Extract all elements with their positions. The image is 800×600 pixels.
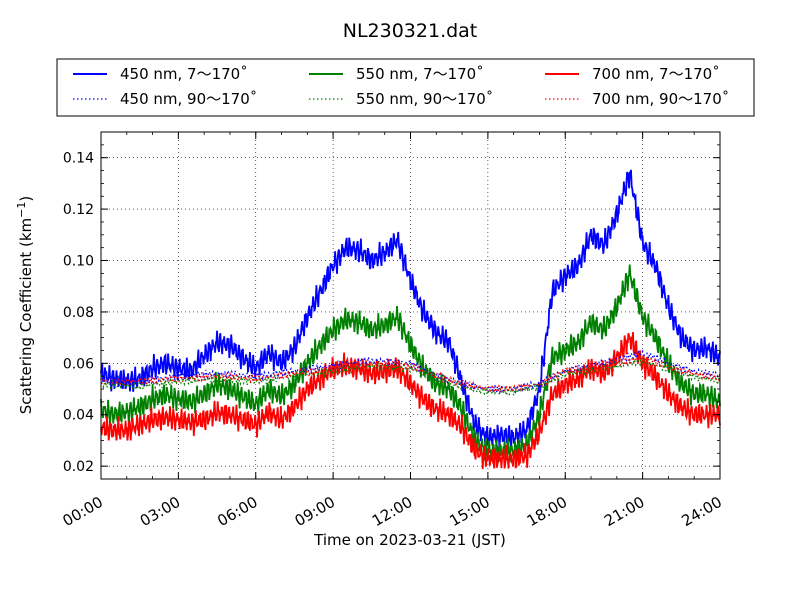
y-axis-label-superscript: −1: [15, 202, 28, 218]
series-line: [100, 264, 721, 463]
legend-label: 550 nm, 90～170˚: [356, 90, 493, 108]
legend-frame: [56, 58, 755, 117]
legend-label: 550 nm, 7～170˚: [356, 65, 484, 83]
x-axis-label: Time on 2023-03-21 (JST): [313, 531, 506, 549]
y-tick-label: 0.12: [63, 202, 94, 218]
legend-label: 450 nm, 7～170˚: [120, 65, 248, 83]
series-line: [100, 332, 721, 470]
y-tick-label: 0.08: [63, 305, 94, 321]
chart-title: NL230321.dat: [343, 20, 478, 42]
y-tick-label: 0.10: [63, 254, 94, 270]
plot-frame: [100, 131, 721, 480]
y-tick-label: 0.14: [63, 151, 94, 167]
series-layer: [100, 169, 721, 470]
series-line: [100, 169, 721, 450]
legend-label: 700 nm, 90～170˚: [592, 90, 729, 108]
y-tick-label: 0.06: [63, 356, 94, 372]
y-axis-label-main: Scattering Coefficient (km: [17, 218, 35, 414]
y-tick-label: 0.04: [63, 408, 94, 424]
legend-label: 700 nm, 7～170˚: [592, 65, 720, 83]
y-tick-label: 0.02: [63, 459, 94, 475]
legend: 450 nm, 7～170˚ 550 nm, 7～170˚ 700 nm, 7～17…: [56, 58, 755, 117]
y-axis-label: Scattering Coefficient (km−1): [15, 196, 35, 415]
y-axis-label-close: ): [17, 196, 35, 202]
legend-label: 450 nm, 90～170˚: [120, 90, 257, 108]
series-line: [100, 349, 721, 395]
